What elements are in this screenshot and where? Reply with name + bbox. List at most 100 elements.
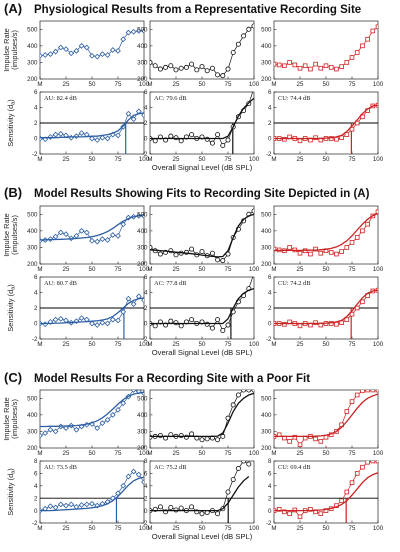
x-tick-label: M (37, 81, 42, 88)
data-point (157, 251, 163, 257)
y-tick-label: 300 (137, 245, 148, 252)
data-point (339, 64, 344, 69)
x-tick-label: M (37, 156, 42, 163)
y-tick-label: 6 (268, 89, 272, 96)
y-tick-label: 500 (27, 211, 38, 218)
data-point (157, 504, 163, 510)
x-tick-label: 75 (225, 266, 232, 273)
y-tick-label: 0 (268, 508, 272, 515)
y-tick-label: 2 (34, 305, 38, 312)
data-point (78, 130, 85, 136)
data-point (204, 136, 210, 142)
x-tick-label: 75 (225, 81, 232, 88)
data-point (220, 327, 226, 333)
x-tick-label: M (271, 450, 276, 457)
data-point (199, 437, 205, 443)
data-point (287, 439, 292, 444)
data-point (63, 502, 69, 509)
x-tick-label: 75 (225, 341, 232, 348)
section-c: (C) Model Results For a Recording Site w… (4, 370, 310, 385)
data-point (349, 240, 355, 245)
x-tick-label: M (147, 341, 152, 348)
data-point (344, 245, 350, 250)
data-point (173, 252, 179, 258)
data-point (73, 47, 80, 54)
data-point (99, 420, 106, 427)
data-point (89, 320, 95, 327)
data-point (344, 60, 350, 65)
data-point (125, 110, 132, 117)
x-tick-label: 25 (297, 266, 304, 273)
y-tick-label: 4 (268, 290, 272, 297)
y-axis-label-rate-units: (impulses/s) (10, 399, 19, 439)
data-point (360, 464, 365, 470)
x-tick-label: 50 (89, 266, 96, 273)
y-tick-label: -2 (32, 336, 38, 343)
data-point (52, 131, 59, 138)
data-point (215, 317, 221, 323)
data-point (370, 461, 376, 464)
data-point (83, 501, 90, 508)
threshold-label: AU: 82.4 dB (44, 95, 77, 102)
y-tick-label: 200 (137, 445, 148, 452)
data-point (73, 318, 80, 325)
x-tick-label: 25 (63, 156, 70, 163)
data-point (220, 73, 226, 79)
data-point (276, 507, 282, 512)
data-point (63, 46, 69, 53)
data-point (313, 61, 318, 67)
data-point (183, 64, 189, 70)
fit-line (274, 472, 378, 512)
data-point (287, 245, 292, 250)
y-tick-label: 4 (144, 483, 148, 490)
data-point (63, 317, 69, 324)
x-tick-label: 75 (115, 81, 122, 88)
x-tick-label: 75 (115, 156, 122, 163)
data-point (130, 301, 137, 307)
data-point (323, 508, 329, 513)
data-point (173, 67, 179, 73)
data-point (194, 67, 200, 73)
data-point (308, 66, 313, 72)
x-tick-label: 25 (173, 450, 180, 457)
data-point (52, 48, 59, 55)
data-point (40, 432, 43, 439)
data-point (349, 311, 355, 317)
x-tick-label: 25 (173, 266, 180, 273)
data-point (370, 28, 376, 34)
data-point (360, 43, 365, 49)
y-tick-label: -2 (266, 336, 272, 343)
data-point (63, 231, 69, 238)
data-point (375, 209, 378, 215)
fit-line (274, 104, 378, 140)
x-tick-label: 100 (373, 450, 384, 457)
data-point (225, 322, 231, 328)
data-point (297, 514, 303, 520)
data-point (57, 44, 64, 51)
fit-line (150, 97, 254, 140)
data-point (99, 236, 106, 243)
x-tick-label: M (37, 266, 42, 273)
x-tick-label: 50 (199, 81, 206, 88)
plot-frame (273, 20, 379, 80)
data-point (297, 250, 303, 256)
y-tick-label: 500 (137, 211, 148, 218)
data-point (375, 24, 378, 30)
data-point (130, 390, 137, 393)
data-point (354, 471, 360, 476)
y-tick-label: 4 (268, 105, 272, 112)
x-tick-label: 100 (249, 525, 260, 532)
plot-contents (40, 108, 144, 154)
data-point (225, 489, 231, 495)
fit-line (274, 212, 378, 252)
y-axis-label-sensitivity: Sensitivity (da) (6, 468, 17, 515)
data-point (282, 509, 287, 515)
data-point (365, 36, 370, 42)
data-point (52, 428, 59, 435)
data-point (339, 249, 344, 254)
data-point (125, 295, 132, 302)
data-point (235, 465, 241, 471)
